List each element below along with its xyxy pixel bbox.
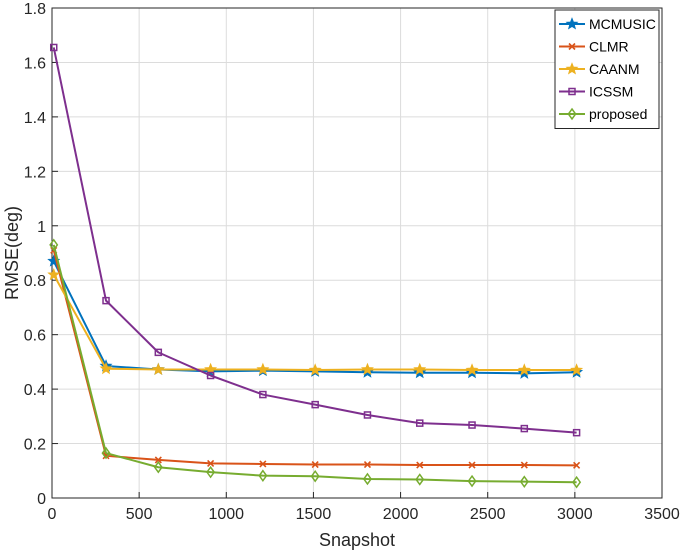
data-point-icssm-3 — [206, 371, 215, 380]
data-point-caanm-1 — [99, 361, 113, 375]
legend-label-clmr: CLMR — [589, 39, 629, 55]
y-tick-label-2: 0.4 — [24, 382, 46, 399]
data-point-clmr-8 — [468, 461, 476, 469]
y-tick-label-4: 0.8 — [24, 273, 46, 290]
data-point-icssm-2 — [154, 348, 163, 357]
data-point-proposed-9 — [519, 475, 529, 488]
data-point-caanm-5 — [308, 363, 322, 376]
data-point-clmr-9 — [520, 461, 528, 469]
x-tick-label-6: 3000 — [557, 506, 593, 523]
x-tick-label-5: 2500 — [470, 506, 506, 523]
series-line-proposed — [52, 244, 577, 484]
data-point-proposed-3 — [206, 465, 216, 479]
data-point-clmr-6 — [363, 460, 372, 469]
data-point-caanm-2 — [151, 362, 165, 376]
legend-label-icssm: ICSSM — [589, 84, 633, 100]
y-tick-label-8: 1.6 — [24, 55, 46, 72]
data-point-icssm-6 — [363, 411, 372, 419]
data-point-caanm-7 — [413, 362, 427, 376]
data-point-clmr-10 — [573, 461, 581, 469]
series-line-clmr — [52, 250, 577, 467]
data-point-clmr-3 — [207, 459, 215, 467]
data-point-caanm-8 — [465, 363, 479, 376]
legend-label-mcmusic: MCMUSIC — [589, 16, 656, 32]
y-tick-label-1: 0.2 — [24, 437, 46, 454]
legend-item-clmr: CLMR — [559, 39, 629, 55]
data-point-proposed-0 — [49, 238, 59, 252]
legend-marker-proposed — [567, 107, 577, 121]
data-point-clmr-2 — [154, 456, 162, 464]
legend-item-caanm: CAANM — [559, 61, 640, 77]
x-tick-label-7: 3500 — [644, 506, 680, 523]
series-caanm — [47, 267, 584, 376]
data-point-clmr-7 — [416, 461, 424, 469]
legend-marker-clmr — [568, 42, 576, 51]
plot-series — [47, 43, 584, 489]
data-point-icssm-5 — [311, 400, 319, 409]
x-tick-label-3: 1500 — [296, 506, 332, 523]
data-point-proposed-8 — [467, 474, 477, 488]
data-point-caanm-6 — [360, 362, 374, 376]
series-line-icssm — [52, 47, 577, 434]
data-point-proposed-7 — [415, 473, 425, 486]
data-point-icssm-0 — [49, 43, 58, 52]
y-tick-label-6: 1.2 — [24, 164, 46, 181]
data-point-proposed-4 — [258, 469, 268, 482]
data-point-proposed-5 — [310, 469, 320, 483]
data-point-icssm-8 — [468, 421, 476, 429]
legend-item-mcmusic: MCMUSIC — [559, 16, 656, 32]
legend: MCMUSIC CLMR CAANM ICSSM proposed — [554, 9, 660, 129]
y-tick-label-3: 0.6 — [24, 328, 46, 345]
x-axis-title: Snapshot — [319, 530, 395, 550]
data-point-icssm-9 — [520, 424, 529, 433]
legend-label-proposed: proposed — [589, 106, 647, 122]
y-axis-title: RMSE(deg) — [2, 206, 22, 300]
data-point-clmr-5 — [311, 460, 319, 469]
legend-item-icssm: ICSSM — [559, 84, 633, 100]
y-tick-label-0: 0 — [37, 491, 46, 508]
data-point-caanm-9 — [517, 363, 531, 376]
data-point-proposed-1 — [101, 446, 111, 460]
data-point-proposed-10 — [572, 475, 582, 489]
data-point-clmr-4 — [259, 460, 267, 468]
x-tick-label-4: 2000 — [383, 506, 419, 523]
data-point-caanm-4 — [256, 362, 270, 376]
series-line-caanm — [52, 274, 577, 372]
y-tick-label-9: 1.8 — [24, 1, 46, 18]
data-point-caanm-0 — [47, 267, 61, 281]
data-point-icssm-10 — [572, 428, 581, 437]
legend-item-proposed: proposed — [559, 106, 647, 122]
data-point-proposed-2 — [153, 460, 163, 474]
data-point-proposed-6 — [362, 472, 372, 486]
legend-marker-caanm — [565, 62, 579, 75]
y-tick-label-5: 1 — [37, 219, 46, 236]
series-mcmusic — [47, 254, 584, 379]
series-icssm — [49, 43, 581, 437]
series-clmr — [50, 246, 581, 469]
series-proposed — [49, 238, 582, 489]
legend-marker-icssm — [568, 87, 576, 96]
x-tick-label-2: 1000 — [208, 506, 244, 523]
x-tick-label-0: 0 — [48, 506, 57, 523]
x-tick-label-1: 500 — [126, 506, 153, 523]
legend-marker-mcmusic — [565, 17, 579, 30]
legend-label-caanm: CAANM — [589, 61, 640, 77]
data-point-icssm-4 — [259, 390, 267, 399]
data-point-icssm-1 — [102, 296, 110, 305]
data-point-caanm-10 — [570, 363, 584, 376]
data-point-icssm-7 — [415, 419, 424, 427]
y-tick-label-7: 1.4 — [24, 110, 46, 127]
series-line-mcmusic — [52, 260, 577, 375]
